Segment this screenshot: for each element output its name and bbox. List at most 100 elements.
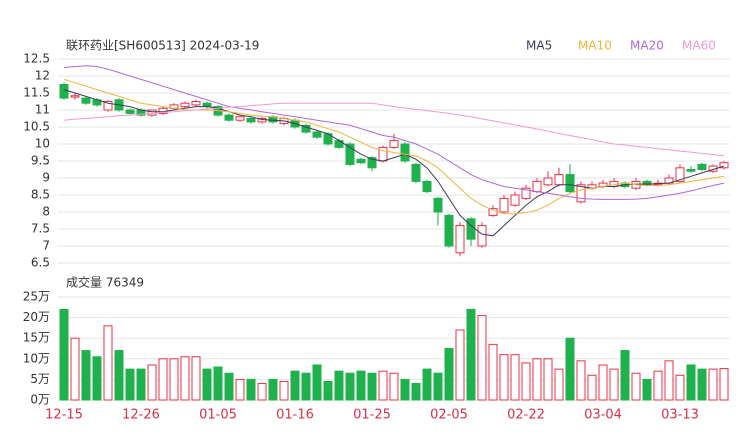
candle-body [59,84,69,99]
candle-body [433,197,443,213]
y-tick-label: 25万 [23,290,50,304]
volume-bar [653,370,663,401]
volume-bar [587,374,597,401]
y-tick-label: 8 [42,205,50,219]
chart-title: 联环药业[SH600513] 2024-03-19 [66,39,259,53]
volume-bar [257,383,267,401]
volume-bar [191,356,201,401]
volume-bar [411,383,421,401]
volume-bar [466,308,476,401]
volume-bar [213,366,223,401]
volume-bar [268,378,278,401]
volume-bar [521,362,531,401]
x-tick-label: 01-25 [353,408,391,423]
candle-body [488,208,498,216]
volume-bar [290,370,300,401]
volume-bar [499,354,509,401]
candle-body [697,163,707,170]
volume-bar [708,368,718,401]
candle-body [477,225,487,247]
volume-bar [81,350,91,401]
legend-label: MA10 [578,39,612,53]
y-tick-label: 20万 [23,310,50,324]
candle-body [444,214,454,247]
volume-bar [477,315,487,401]
ma-line [63,78,725,215]
candle-body [312,131,322,138]
x-tick-label: 03-04 [584,408,622,423]
candle-body [389,140,399,148]
volume-bar [180,356,190,401]
volume-bar [389,372,399,401]
candle-body [81,97,91,104]
volume-bar [114,350,124,401]
volume-bar [510,354,520,401]
candle-body [235,116,245,121]
x-tick-label: 03-13 [661,408,699,423]
candle-body [576,184,586,203]
volume-bar [279,380,289,401]
legend-label: MA60 [682,39,716,53]
y-tick-label: 7.5 [31,222,50,236]
y-tick-label: 9.5 [31,154,50,168]
volume-bar [70,337,80,401]
candle-body [565,174,575,193]
volume-bar [367,372,377,401]
volume-bar [642,378,652,401]
volume-bar [455,329,465,401]
volume-bar [136,368,146,401]
candle-body [191,101,201,106]
candle-body [400,143,410,162]
candle-body [642,180,652,186]
candle-body [466,218,476,240]
volume-bar [246,378,256,401]
volume-bar [59,308,69,401]
candle-body [180,102,190,108]
volume-bar [92,356,102,401]
y-tick-label: 11 [35,103,50,117]
volume-bar [609,368,619,401]
candle-body [455,225,465,254]
y-tick-label: 6.5 [31,256,50,270]
candle-body [686,169,696,172]
volume-bar [312,364,322,401]
candle-body [554,174,564,186]
candle-body [499,197,509,213]
candle-body [345,143,355,165]
volume-bar [543,358,553,401]
legend-label: MA20 [630,39,664,53]
y-tick-label: 9 [42,171,50,185]
candle-body [246,118,256,123]
volume-bar [422,368,432,401]
volume-bar [323,380,333,401]
volume-bar [631,372,641,401]
volume-bar [719,368,729,401]
x-tick-label: 02-05 [430,408,468,423]
volume-bar [356,370,366,401]
volume-bar [444,348,454,401]
volume-bar [675,374,685,401]
y-tick-label: 5万 [30,372,50,386]
volume-bar [697,368,707,401]
volume-bar [433,372,443,401]
volume-bar [125,368,135,401]
candle-body [543,177,553,186]
candle-body [70,95,80,98]
x-tick-label: 12-15 [45,408,83,423]
candle-body [334,140,344,148]
candle-body [367,157,377,169]
legend-label: MA5 [526,39,552,53]
candle-body [356,158,366,164]
volume-bar [235,378,245,401]
candle-body [521,187,531,199]
volume-bar [202,368,212,401]
y-tick-label: 7 [42,239,50,253]
volume-bar [565,337,575,401]
volume-bar [664,360,674,401]
volume-bar [576,360,586,401]
y-tick-label: 15万 [23,331,50,345]
volume-bar [169,358,179,401]
y-tick-label: 12.5 [23,52,50,66]
ma-line [63,102,725,157]
